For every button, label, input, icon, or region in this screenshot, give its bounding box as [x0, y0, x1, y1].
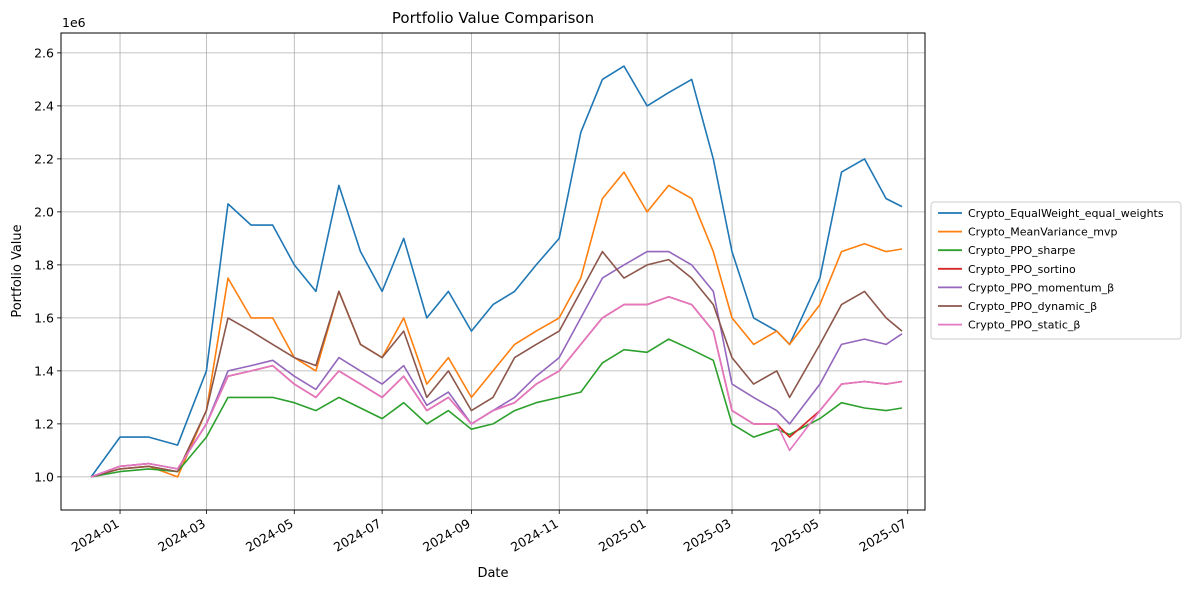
y-tick-label: 2.0 [34, 204, 54, 219]
y-tick-label: 2.6 [34, 45, 54, 60]
series-line [90, 171, 903, 478]
legend-label: Crypto_PPO_dynamic_β [968, 300, 1097, 313]
y-tick-label: 1.8 [34, 257, 54, 272]
series-line [91, 338, 903, 478]
legend-label: Crypto_PPO_static_β [968, 319, 1080, 332]
grid-layer [61, 33, 925, 510]
y-tick-label: 1.2 [34, 416, 54, 431]
legend-label: Crypto_PPO_sharpe [968, 244, 1076, 257]
chart-title: Portfolio Value Comparison [392, 9, 594, 27]
y-tick-layer: 1.0 1.2 1.4 1.6 1.8 2.0 2.2 2.4 2.6 [34, 45, 61, 484]
y-tick-label: 2.2 [34, 151, 54, 166]
y-multiplier-label: 1e6 [62, 15, 86, 30]
legend-label: Crypto_PPO_sortino [968, 263, 1076, 276]
x-axis-label: Date [477, 566, 508, 581]
series-line [90, 250, 903, 478]
series-layer [90, 65, 903, 478]
y-tick-label: 1.4 [34, 363, 54, 378]
y-tick-label: 1.6 [34, 310, 54, 325]
legend-box [930, 201, 1182, 340]
series-line [90, 295, 903, 478]
legend-label: Crypto_EqualWeight_equal_weights [968, 207, 1164, 220]
y-tick-label: 1.0 [34, 469, 54, 484]
series-line [90, 250, 903, 478]
legend-label: Crypto_PPO_momentum_β [968, 281, 1114, 294]
plot-frame [60, 32, 926, 511]
legend-label: Crypto_MeanVariance_mvp [968, 226, 1117, 239]
y-axis-label: Portfolio Value [10, 224, 25, 317]
legend: Crypto_EqualWeight_equal_weights Crypto_M… [930, 201, 1182, 340]
y-tick-label: 2.4 [34, 98, 54, 113]
